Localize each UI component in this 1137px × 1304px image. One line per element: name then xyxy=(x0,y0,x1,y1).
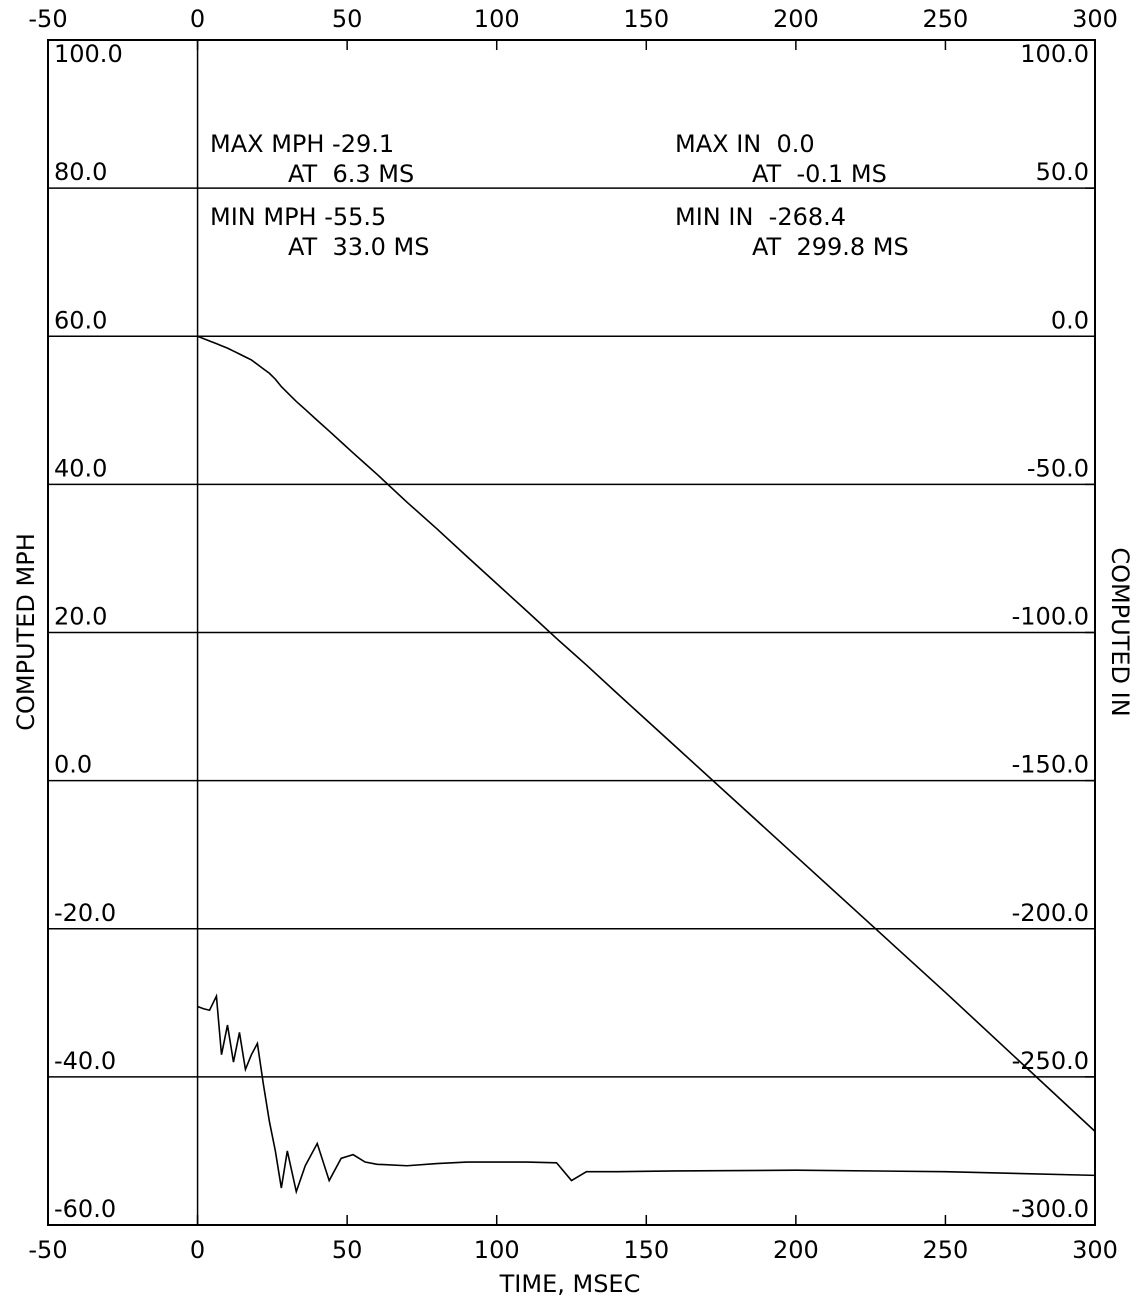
x-tick-label: -50 xyxy=(28,1236,67,1264)
y-tick-label: 60.0 xyxy=(54,306,107,334)
annotation: AT 33.0 MS xyxy=(288,233,429,261)
y-axis-label: COMPUTED MPH xyxy=(12,533,40,731)
y-tick-label: -40.0 xyxy=(54,1047,116,1075)
x-tick-label: 150 xyxy=(623,5,669,33)
y2-tick-label: -100.0 xyxy=(1012,603,1089,631)
x-tick-label: 250 xyxy=(923,1236,969,1264)
annotation: AT 299.8 MS xyxy=(752,233,909,261)
y2-tick-label: 100.0 xyxy=(1020,40,1089,68)
y-tick-label: 100.0 xyxy=(54,40,123,68)
x-tick-label: 50 xyxy=(332,1236,363,1264)
x-tick-label: 300 xyxy=(1072,1236,1118,1264)
y-tick-label: 40.0 xyxy=(54,454,107,482)
y2-tick-label: -250.0 xyxy=(1012,1047,1089,1075)
x-tick-label: 250 xyxy=(923,5,969,33)
x-axis-label: TIME, MSEC xyxy=(499,1270,641,1298)
x-tick-label: 300 xyxy=(1072,5,1118,33)
series-line xyxy=(197,993,1096,1195)
annotation: MAX IN 0.0 xyxy=(675,130,815,158)
y-tick-label: 20.0 xyxy=(54,603,107,631)
annotation: MAX MPH -29.1 xyxy=(210,130,394,158)
y2-tick-label: 0.0 xyxy=(1051,306,1089,334)
y2-tick-label: -200.0 xyxy=(1012,899,1089,927)
y2-tick-label: -150.0 xyxy=(1012,751,1089,779)
y2-tick-label: 50.0 xyxy=(1036,158,1089,186)
x-tick-label: 200 xyxy=(773,1236,819,1264)
x-tick-label: 100 xyxy=(474,5,520,33)
y-tick-label: 80.0 xyxy=(54,158,107,186)
x-tick-label: 50 xyxy=(332,5,363,33)
annotation: MIN IN -268.4 xyxy=(675,203,846,231)
x-tick-label: 150 xyxy=(623,1236,669,1264)
y-tick-label: -20.0 xyxy=(54,899,116,927)
x-tick-label: 100 xyxy=(474,1236,520,1264)
annotation: AT -0.1 MS xyxy=(752,160,887,188)
y-tick-label: 0.0 xyxy=(54,751,92,779)
series-line xyxy=(197,335,1096,1132)
y2-tick-label: -50.0 xyxy=(1027,454,1089,482)
x-tick-label: 0 xyxy=(190,5,205,33)
annotation: AT 6.3 MS xyxy=(288,160,414,188)
y2-tick-label: -300.0 xyxy=(1012,1195,1089,1223)
x-tick-label: -50 xyxy=(28,5,67,33)
y2-axis-label: COMPUTED IN xyxy=(1106,547,1134,716)
x-tick-label: 0 xyxy=(190,1236,205,1264)
annotation: MIN MPH -55.5 xyxy=(210,203,386,231)
x-tick-label: 200 xyxy=(773,5,819,33)
y-tick-label: -60.0 xyxy=(54,1195,116,1223)
